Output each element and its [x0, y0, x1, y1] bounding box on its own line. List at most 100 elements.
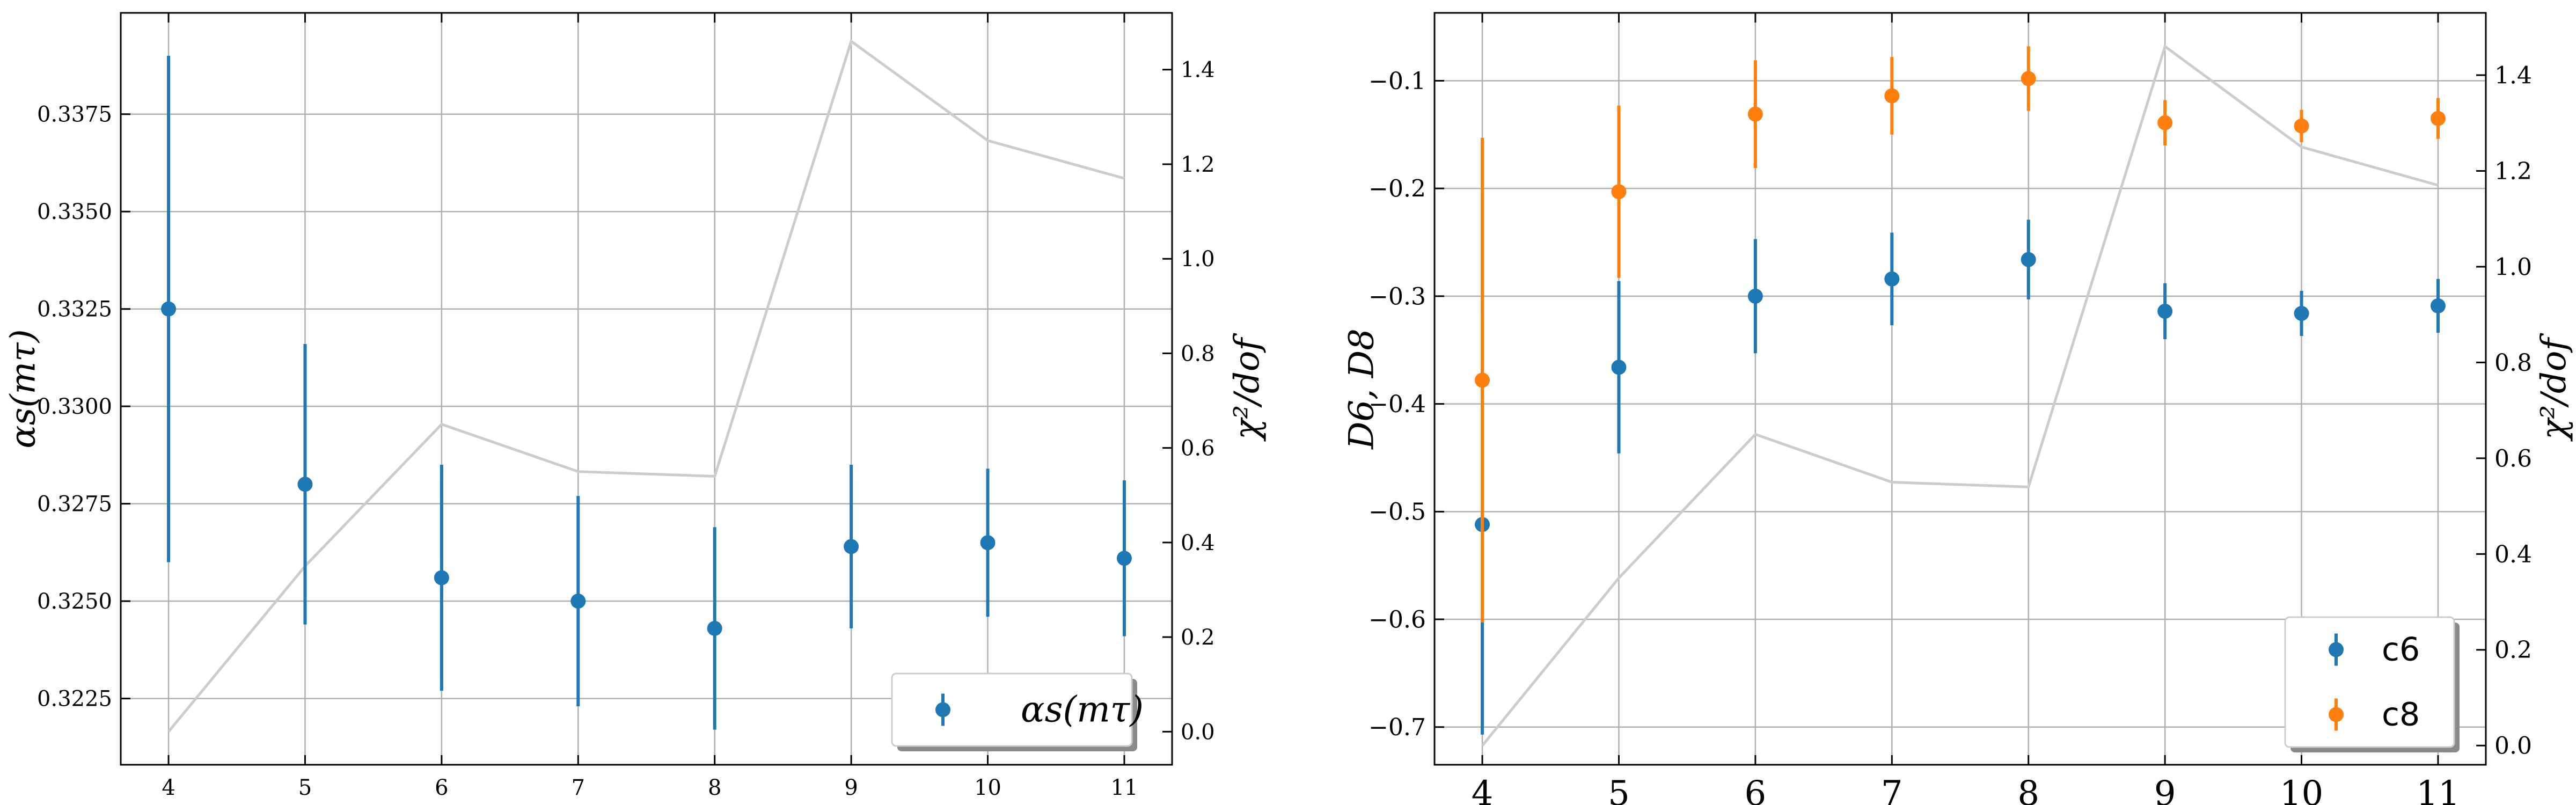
left-legend: αs(mτ)	[891, 672, 1144, 751]
left-y-right-tick-label: 0.6	[1181, 436, 1215, 461]
left-series-αs(mτ)	[161, 55, 1132, 730]
right-data-point	[2021, 252, 2036, 267]
right-y-tick-label: −0.1	[1368, 68, 1426, 95]
left-data-point	[1116, 551, 1132, 566]
left-data-point	[297, 477, 313, 492]
right-data-point	[1884, 271, 1900, 287]
left-x-tick-label: 7	[572, 775, 585, 800]
left-y-tick-label: 0.3325	[37, 297, 112, 322]
left-y-right-tick-label: 0.2	[1181, 625, 1215, 650]
left-x-tick-label: 4	[162, 775, 175, 800]
right-y-right-tick-label: 0.6	[2494, 445, 2532, 472]
left-x-tick-label: 8	[708, 775, 721, 800]
left-data-point	[570, 594, 586, 609]
right-data-point	[1747, 288, 1763, 304]
left-legend-box	[891, 672, 1133, 747]
right-panel: 4 5 6 7 8 9 10 11 −0.7−0.6−0.5−0.4−0.3−0.2−0.1 …	[1342, 12, 2574, 805]
right-y-right-ticks: 0.0 0.2 0.4 0.6 0.8 1.0 1.2 1.4	[2476, 62, 2532, 760]
right-y-right-axis-label: χ²/dof	[2534, 333, 2574, 442]
right-y-tick-label: −0.3	[1368, 283, 1426, 310]
left-x-ticks: 4 5 6 7 8 9 10 11	[162, 13, 1138, 800]
right-x-tick-label: 6	[1745, 774, 1767, 805]
right-legend-label: c6	[2382, 631, 2420, 668]
right-x-tick-label: 5	[1608, 774, 1630, 805]
right-data-point	[1747, 106, 1763, 122]
right-data-point	[2021, 71, 2036, 86]
left-y-right-ticks: 0.0 0.2 0.4 0.6 0.8 1.0 1.2 1.4	[1162, 58, 1215, 744]
left-series	[161, 55, 1132, 730]
left-plot-frame	[120, 12, 1173, 766]
right-data-point	[2157, 115, 2173, 130]
left-y-right-tick-label: 0.0	[1181, 720, 1215, 744]
left-data-point	[161, 301, 177, 317]
right-plot-frame	[1433, 12, 2487, 766]
left-grid	[121, 13, 1172, 765]
right-y-right-tick-label: 1.4	[2494, 62, 2532, 89]
right-y-right-tick-label: 1.2	[2494, 158, 2532, 185]
left-data-point	[844, 539, 859, 554]
right-legend: c6 c8	[2284, 616, 2460, 752]
left-y-tick-label: 0.3350	[37, 200, 112, 224]
right-x-ticks: 4 5 6 7 8 9 10 11	[1472, 13, 2460, 805]
left-chi2-line	[167, 39, 1125, 733]
right-y-right-tick-label: 0.0	[2494, 733, 2532, 760]
right-x-tick-label: 4	[1472, 774, 1494, 805]
left-y-tick-label: 0.3300	[37, 394, 112, 419]
right-data-point	[2294, 305, 2309, 321]
left-data-point	[980, 535, 996, 551]
right-data-point	[2430, 298, 2446, 313]
right-data-point	[1611, 360, 1627, 375]
left-legend-marker	[935, 702, 950, 718]
right-y-right-tick-label: 1.0	[2494, 253, 2532, 281]
right-y-ticks: −0.7 −0.6 −0.5 −0.4 −0.3 −0.2 −0.1	[1368, 68, 1444, 741]
right-chi2-polyline	[1481, 44, 2439, 747]
right-y-tick-label: −0.6	[1368, 606, 1426, 633]
right-y-right-tick-label: 0.8	[2494, 349, 2532, 377]
right-y-tick-label: −0.5	[1368, 499, 1426, 526]
left-data-point	[707, 620, 722, 636]
right-x-tick-label: 8	[2017, 774, 2039, 805]
left-y-tick-label: 0.3375	[37, 103, 112, 127]
right-x-tick-label: 7	[1881, 774, 1903, 805]
right-y-right-tick-label: 0.2	[2494, 636, 2532, 664]
left-y-right-tick-label: 0.4	[1181, 531, 1215, 555]
left-panel: 4 5 6 7 8 9 10 11 0.3225 0.3250 0.3275 0.3300 0.332…	[3, 12, 1267, 800]
left-chi2-polyline	[167, 39, 1125, 733]
right-data-point	[1611, 184, 1627, 200]
right-y-tick-label: −0.4	[1368, 391, 1426, 418]
right-data-point	[1475, 372, 1490, 388]
right-data-point	[2294, 118, 2309, 134]
left-y-right-axis-label: χ²/dof	[1227, 333, 1267, 442]
left-legend-label: αs(mτ)	[1021, 689, 1144, 730]
left-x-tick-label: 5	[298, 775, 312, 800]
right-series	[1475, 46, 2446, 735]
left-x-tick-label: 11	[1111, 775, 1138, 800]
right-chi2-line	[1481, 44, 2439, 747]
left-data-point	[434, 570, 449, 586]
right-x-tick-label: 10	[2280, 774, 2323, 805]
right-y-tick-label: −0.2	[1368, 175, 1426, 203]
left-x-tick-label: 9	[844, 775, 858, 800]
left-x-tick-label: 10	[974, 775, 1001, 800]
right-series-c8	[1475, 46, 2446, 623]
right-x-tick-label: 9	[2154, 774, 2176, 805]
right-legend-box	[2284, 616, 2455, 748]
right-y-right-tick-label: 0.4	[2494, 541, 2532, 568]
left-y-tick-label: 0.3250	[37, 589, 112, 614]
right-legend-marker	[2329, 707, 2344, 722]
right-x-tick-label: 11	[2416, 774, 2460, 805]
right-legend-label: c8	[2382, 696, 2420, 733]
right-data-point	[2430, 111, 2446, 126]
left-y-axis-label: αs(mτ)	[3, 329, 43, 448]
right-legend-marker	[2329, 642, 2344, 657]
left-y-right-tick-label: 1.2	[1181, 152, 1215, 177]
left-y-right-tick-label: 0.8	[1181, 341, 1215, 366]
left-x-tick-label: 6	[435, 775, 448, 800]
right-y-axis-label: D6, D8	[1342, 328, 1381, 450]
right-data-point	[1884, 88, 1900, 104]
left-y-tick-label: 0.3225	[37, 687, 112, 712]
right-data-point	[2157, 303, 2173, 319]
right-y-tick-label: −0.7	[1368, 714, 1426, 741]
left-y-tick-label: 0.3275	[37, 492, 112, 517]
